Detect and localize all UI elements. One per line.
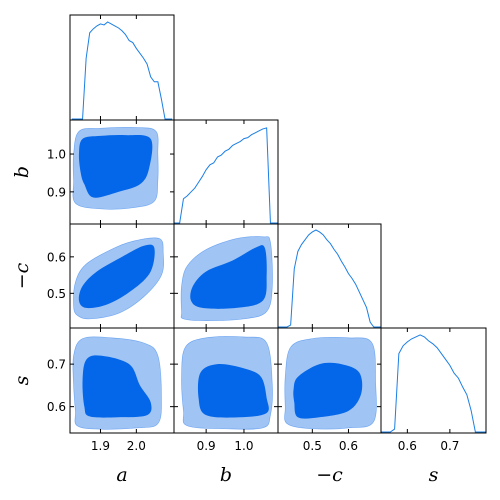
- contour-s-vs-b-inner-region: [197, 364, 269, 418]
- contour-s-vs-a-inner-region: [82, 355, 152, 418]
- y-axis-label-b: b: [11, 166, 33, 178]
- panel-frame-s-s: [380, 327, 487, 434]
- marginal-s-curve: [381, 334, 486, 433]
- y-tick-label-b: 0.9: [47, 185, 66, 199]
- contour-b-vs-a-inner-region: [78, 134, 153, 198]
- marginal-b-curve: [174, 127, 278, 224]
- contour-negc-vs-a-inner-region: [78, 244, 155, 309]
- x-axis-label-s: s: [429, 464, 439, 486]
- y-tick-label-s: 0.6: [47, 400, 66, 414]
- contour-s-vs-negc-panel: [284, 337, 377, 430]
- y-tick-label-s: 0.7: [47, 358, 66, 372]
- contour-negc-vs-b-panel: [180, 236, 273, 322]
- contour-negc-vs-b-inner-region: [190, 245, 267, 309]
- x-tick-label-b: 0.9: [197, 439, 216, 453]
- y-axis-label-s: s: [11, 375, 33, 385]
- contour-s-vs-b-panel: [181, 336, 273, 430]
- x-axis-label-negc: −c: [316, 464, 343, 486]
- marginal-a-curve: [71, 21, 173, 120]
- contour-s-vs-a-panel: [72, 336, 162, 430]
- x-tick-label-b: 1.0: [234, 439, 253, 453]
- y-tick-label-b: 1.0: [47, 148, 66, 162]
- contour-negc-vs-a-panel: [73, 237, 164, 320]
- marginal-negc-panel: [278, 229, 381, 328]
- y-tick-label-negc: 0.6: [47, 250, 66, 264]
- marginal-a-panel: [71, 21, 173, 120]
- marginal-negc-curve: [278, 229, 381, 328]
- contour-b-vs-a-panel: [72, 127, 159, 210]
- x-axis-label-a: a: [116, 464, 127, 486]
- x-tick-label-a: 2.0: [127, 439, 146, 453]
- contour-s-vs-negc-inner-region: [293, 362, 363, 419]
- panel-frame-b-b: [173, 119, 279, 225]
- x-tick-label-negc: 0.6: [339, 439, 358, 453]
- y-axis-label-negc: −c: [11, 262, 33, 289]
- x-axis-label-b: b: [220, 464, 232, 486]
- y-tick-label-negc: 0.5: [47, 287, 66, 301]
- x-tick-label-a: 1.9: [91, 439, 110, 453]
- x-tick-label-s: 0.6: [398, 439, 417, 453]
- x-tick-label-negc: 0.5: [303, 439, 322, 453]
- marginal-s-panel: [381, 334, 486, 433]
- x-tick-label-s: 0.7: [440, 439, 459, 453]
- marginal-b-panel: [174, 127, 278, 224]
